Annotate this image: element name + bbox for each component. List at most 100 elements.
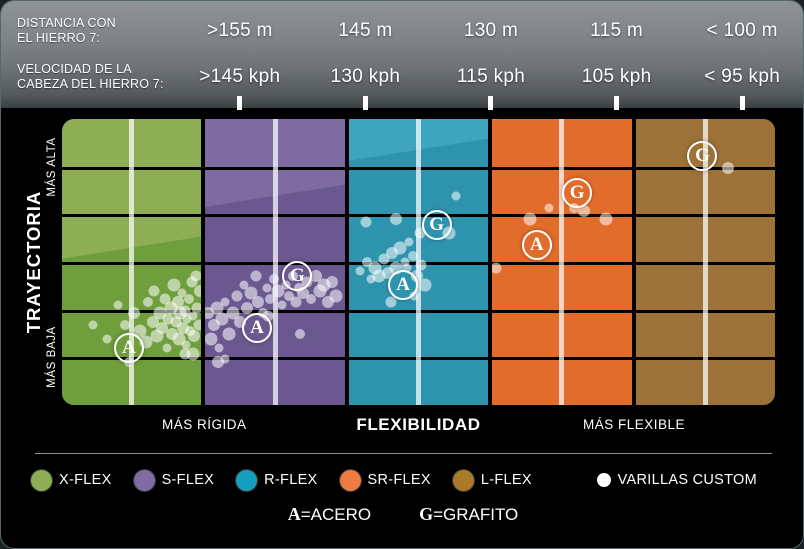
tick-cell-3 xyxy=(554,96,680,110)
y-axis-bottom-label: MÁS BAJA xyxy=(46,326,58,388)
legend-item-label: R-FLEX xyxy=(264,472,318,488)
key-steel: A=ACERO xyxy=(288,504,371,525)
header-speed-label-line1: VELOCIDAD DE LA xyxy=(17,62,132,76)
data-point xyxy=(143,297,154,308)
column-gap xyxy=(201,119,206,405)
key-graphite-symbol: G xyxy=(419,504,434,524)
data-point xyxy=(191,302,202,314)
data-point xyxy=(250,270,262,282)
legend-swatch-icon xyxy=(236,469,258,491)
data-point xyxy=(148,285,160,297)
header-distance-label-line2: EL HIERRO 7: xyxy=(17,31,101,45)
data-point xyxy=(193,319,202,331)
legend-item-label: X-FLEX xyxy=(59,472,112,488)
data-point xyxy=(171,296,184,309)
header-distance-value-1: 145 m xyxy=(338,20,393,41)
marker-acero[interactable]: A xyxy=(521,229,552,260)
plot-column-l-flex[interactable]: G xyxy=(635,119,775,405)
data-point xyxy=(88,320,98,330)
header-speed-value-0: >145 kph xyxy=(199,66,281,87)
data-point xyxy=(329,289,343,303)
data-point xyxy=(211,356,224,369)
data-point xyxy=(451,191,461,201)
data-point xyxy=(188,311,198,321)
data-point xyxy=(407,251,418,262)
data-point xyxy=(295,328,306,339)
marker-grafito[interactable]: G xyxy=(687,141,718,172)
marker-acero[interactable]: A xyxy=(241,312,272,343)
legend-divider xyxy=(35,453,772,454)
data-point xyxy=(378,253,390,265)
y-axis: MÁS ALTA TRAYECTORIA MÁS BAJA xyxy=(1,119,61,405)
data-point xyxy=(133,324,147,338)
data-point xyxy=(162,343,172,353)
legend-swatch-icon xyxy=(31,469,52,491)
data-point xyxy=(361,257,372,267)
data-point xyxy=(400,257,410,267)
tick-cell-1 xyxy=(303,96,429,110)
marker-acero[interactable]: A xyxy=(113,332,144,363)
legend-item-s-flex[interactable]: S-FLEX xyxy=(133,469,215,491)
column-guide-line xyxy=(129,119,135,405)
header-panel: DISTANCIA CON EL HIERRO 7: >155 m 145 m … xyxy=(1,1,803,108)
data-point xyxy=(210,301,224,315)
header-distance-value-3: 115 m xyxy=(590,20,644,41)
data-point xyxy=(264,294,275,305)
data-point xyxy=(721,161,734,174)
data-point xyxy=(170,316,182,328)
legend-item-r-flex[interactable]: R-FLEX xyxy=(236,469,318,491)
data-point xyxy=(222,327,236,340)
legend-item-x-flex[interactable]: X-FLEX xyxy=(31,469,112,491)
data-point xyxy=(183,294,194,305)
header-speed-row: VELOCIDAD DE LA CABEZA DEL HIERRO 7: >14… xyxy=(1,53,803,101)
data-point xyxy=(402,263,412,273)
data-point xyxy=(205,307,215,320)
header-distance-value-2: 130 m xyxy=(463,20,519,41)
column-guide-line xyxy=(272,119,278,405)
data-point xyxy=(284,291,295,302)
y-axis-title: TRAYECTORIA xyxy=(23,190,44,334)
column-gap xyxy=(631,119,636,405)
key-graphite-label: =GRAFITO xyxy=(433,505,519,524)
data-point xyxy=(360,216,371,228)
header-distance-value-0: >155 m xyxy=(206,20,273,41)
data-point xyxy=(220,297,230,307)
x-axis-left-label: MÁS RÍGIDA xyxy=(162,417,247,432)
data-point xyxy=(271,284,285,298)
column-tick-marks xyxy=(177,96,803,110)
data-point xyxy=(390,213,403,226)
plot-column-x-flex[interactable]: A xyxy=(62,119,202,405)
data-point xyxy=(252,296,265,309)
data-point xyxy=(239,280,249,290)
marker-grafito[interactable]: G xyxy=(562,178,593,209)
tick-mark-icon xyxy=(739,96,745,110)
marker-grafito[interactable]: G xyxy=(421,209,452,240)
legend-item-label: S-FLEX xyxy=(161,472,215,488)
data-point xyxy=(523,212,537,226)
legend-item-l-flex[interactable]: L-FLEX xyxy=(452,469,532,491)
legend-item-varillas-custom[interactable]: VARILLAS CUSTOM xyxy=(596,472,757,488)
data-point xyxy=(186,276,198,288)
key-graphite: G=GRAFITO xyxy=(419,504,518,525)
data-point xyxy=(188,330,201,343)
marker-grafito[interactable]: G xyxy=(282,261,313,292)
data-point xyxy=(414,227,426,239)
data-point xyxy=(113,300,123,310)
legend-swatch-icon xyxy=(339,469,361,491)
data-point xyxy=(385,296,397,308)
legend-item-sr-flex[interactable]: SR-FLEX xyxy=(339,469,431,491)
y-axis-top-label: MÁS ALTA xyxy=(46,137,58,197)
column-guide-line xyxy=(559,119,565,405)
marker-acero[interactable]: A xyxy=(388,269,419,300)
tick-mark-icon xyxy=(237,96,243,110)
data-point xyxy=(241,301,254,314)
data-point xyxy=(544,203,554,213)
data-point xyxy=(290,296,302,308)
column-guide-line xyxy=(702,119,708,405)
